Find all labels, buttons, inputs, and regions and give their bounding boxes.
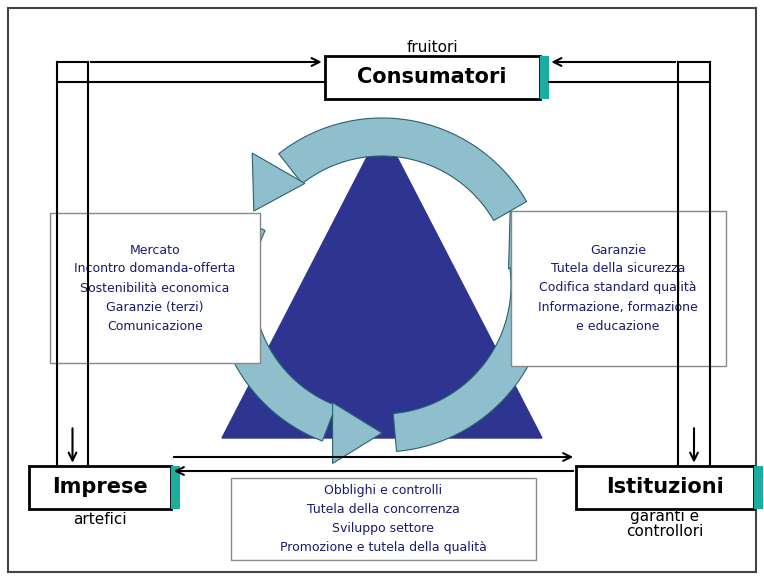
Polygon shape: [215, 215, 336, 441]
Polygon shape: [252, 153, 305, 211]
Polygon shape: [332, 403, 382, 463]
Text: Mercato
Incontro domanda-offerta
Sostenibilità economica
Garanzie (terzi)
Comuni: Mercato Incontro domanda-offerta Sosteni…: [74, 244, 235, 332]
Polygon shape: [279, 118, 526, 220]
Polygon shape: [509, 211, 562, 269]
Bar: [325, 56, 539, 99]
Bar: [576, 466, 754, 509]
Bar: [231, 478, 536, 560]
Bar: [539, 56, 549, 99]
Text: Consumatori: Consumatori: [358, 67, 507, 87]
Bar: [754, 466, 763, 509]
Bar: [50, 213, 260, 363]
Text: Obblighi e controlli
Tutela della concorrenza
Sviluppo settore
Promozione e tute: Obblighi e controlli Tutela della concor…: [280, 484, 487, 554]
Bar: [171, 466, 180, 509]
Bar: [510, 211, 726, 365]
Text: fruitori: fruitori: [406, 39, 458, 55]
Text: Istituzioni: Istituzioni: [606, 477, 724, 497]
Text: Imprese: Imprese: [52, 477, 148, 497]
Polygon shape: [222, 128, 542, 438]
Polygon shape: [393, 259, 549, 451]
Text: garanti e: garanti e: [630, 509, 700, 524]
Text: Garanzie
Tutela della sicurezza
Codifica standard qualità
Informazione, formazio: Garanzie Tutela della sicurezza Codifica…: [538, 244, 698, 332]
Text: artefici: artefici: [73, 512, 127, 527]
Text: controllori: controllori: [626, 524, 704, 538]
Bar: [29, 466, 171, 509]
